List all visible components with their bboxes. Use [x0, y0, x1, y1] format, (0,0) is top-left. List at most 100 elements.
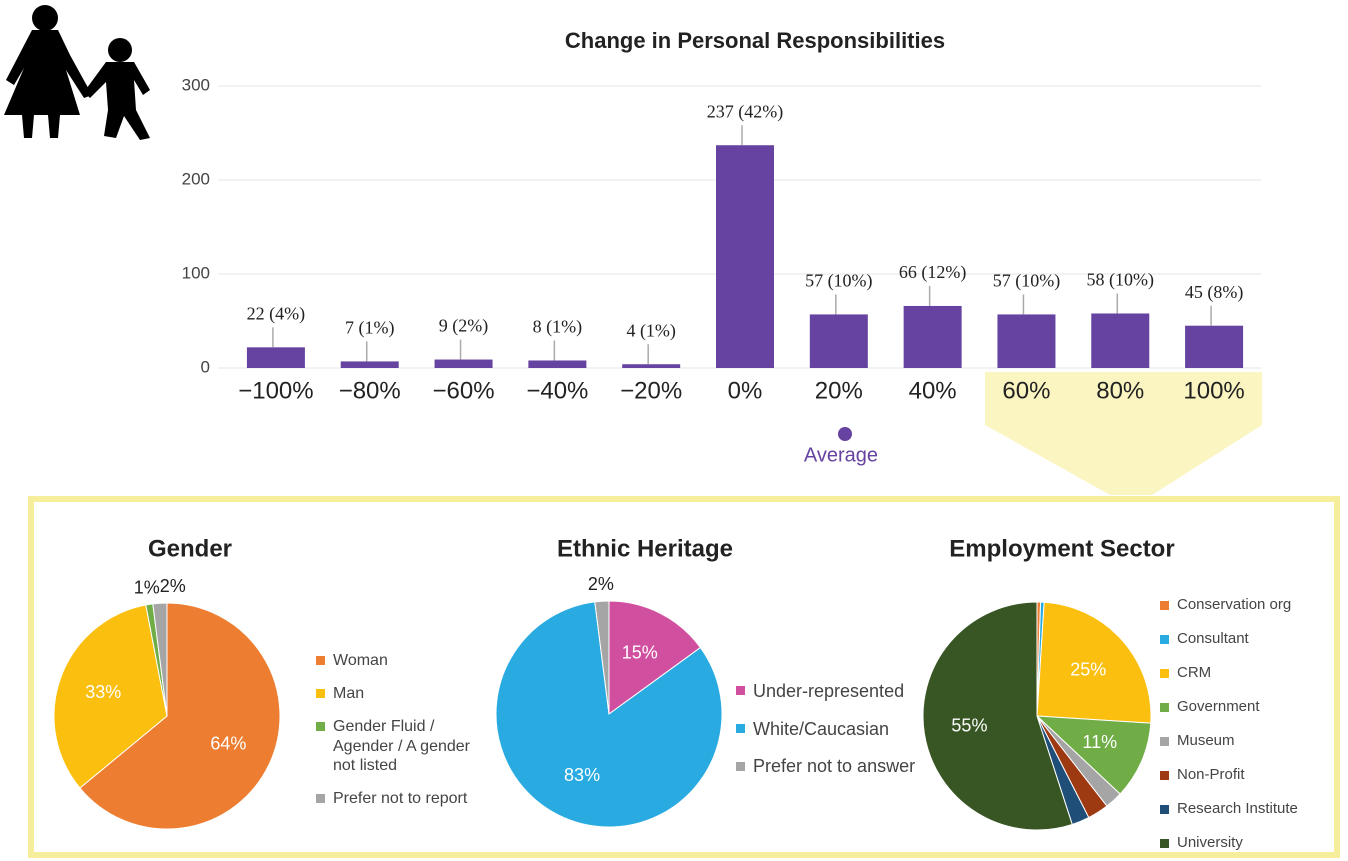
- value-label: 8 (1%): [533, 317, 582, 338]
- legend-item: Government: [1160, 698, 1340, 716]
- value-label: 4 (1%): [626, 320, 675, 341]
- pie-slice: [152, 602, 168, 717]
- pie-slice: [495, 601, 723, 828]
- legend-label: Gender Fluid / Agender / A gender not li…: [333, 718, 470, 774]
- bar: [528, 360, 587, 368]
- bar: [903, 305, 962, 368]
- value-label: 2%: [160, 576, 186, 596]
- legend-label: Government: [1177, 698, 1260, 715]
- x-tick-label: 0%: [728, 377, 763, 404]
- callout: [985, 372, 1262, 495]
- legend-item: Conservation org: [1160, 596, 1340, 614]
- x-tick-label: 100%: [1183, 377, 1244, 404]
- legend-item: Prefer not to report: [316, 789, 476, 808]
- bar: [340, 361, 399, 368]
- value-label: 2%: [588, 574, 614, 594]
- legend: Under-represented White/Caucasian Prefer n…: [736, 681, 926, 794]
- legend-item: Research Institute: [1160, 800, 1340, 818]
- legend-label: Museum: [1177, 732, 1235, 749]
- legend-label: Non-Profit: [1177, 766, 1245, 783]
- pie-slice: [53, 604, 168, 789]
- legend-item: Under-represented: [736, 681, 926, 703]
- legend-item: CRM: [1160, 664, 1340, 682]
- value-label: 7 (1%): [345, 318, 394, 339]
- legend-swatch: [736, 686, 745, 696]
- legend-label: Consultant: [1177, 630, 1249, 647]
- legend: Conservation org Consultant CRM Government M…: [1160, 596, 1340, 861]
- y-tick-label: 100: [182, 263, 210, 282]
- bar: [622, 364, 681, 368]
- bar: [1185, 325, 1244, 368]
- legend-swatch: [316, 793, 325, 803]
- value-label: 9 (2%): [439, 316, 488, 337]
- legend-item: Prefer not to answer: [736, 756, 926, 778]
- chart-title: Ethnic Heritage: [557, 535, 733, 562]
- legend-item: Museum: [1160, 732, 1340, 750]
- value-label: 25%: [1070, 660, 1106, 680]
- legend-label: Prefer not to report: [333, 789, 468, 807]
- value-label: 15%: [622, 642, 658, 662]
- bar: [716, 145, 774, 368]
- y-tick-label: 300: [182, 75, 210, 94]
- value-label: 55%: [951, 715, 987, 735]
- legend-swatch: [1160, 770, 1169, 780]
- average-marker: [838, 427, 852, 441]
- value-label: 57 (10%): [805, 271, 872, 292]
- legend-item: Woman: [316, 651, 476, 670]
- legend-swatch: [736, 761, 745, 771]
- children-icon: [4, 5, 150, 140]
- legend-item: Man: [316, 684, 476, 703]
- pie-slice: [608, 600, 702, 715]
- legend-swatch: [1160, 668, 1169, 678]
- pie-slice: [79, 602, 281, 830]
- x-tick-label: −100%: [238, 377, 313, 404]
- legend-label: Woman: [333, 652, 388, 669]
- legend-item: White/Caucasian: [736, 719, 926, 741]
- legend-label: University: [1177, 834, 1243, 851]
- legend-swatch: [1160, 804, 1169, 814]
- pie-slice: [1036, 601, 1152, 724]
- y-tick-label: 0: [201, 357, 210, 376]
- legend-item: Consultant: [1160, 630, 1340, 648]
- legend-swatch: [316, 655, 325, 665]
- bar: [809, 314, 868, 368]
- value-label: 66 (12%): [899, 262, 966, 283]
- bar: [997, 314, 1056, 368]
- legend-swatch: [316, 722, 325, 732]
- legend-item: University: [1160, 834, 1340, 852]
- chart-title: Change in Personal Responsibilities: [565, 28, 945, 53]
- value-label: 33%: [85, 682, 121, 702]
- value-label: 237 (42%): [707, 101, 783, 122]
- x-tick-label: −40%: [526, 377, 588, 404]
- legend-swatch: [1160, 736, 1169, 746]
- value-label: 1%: [134, 577, 160, 597]
- value-label: 58 (10%): [1087, 270, 1154, 291]
- x-tick-label: −60%: [433, 377, 495, 404]
- chart-title: Employment Sector: [949, 535, 1174, 562]
- legend-label: White/Caucasian: [753, 718, 890, 739]
- legend-label: Under-represented: [753, 681, 905, 701]
- x-tick-label: −20%: [620, 377, 682, 404]
- bar: [246, 347, 305, 368]
- x-tick-label: 60%: [1002, 377, 1050, 404]
- x-tick-label: 40%: [909, 377, 957, 404]
- bar: [434, 359, 493, 368]
- bar: [1091, 313, 1150, 368]
- legend-item: Gender Fluid / Agender / A gender not li…: [316, 717, 476, 775]
- legend-label: Research Institute: [1177, 800, 1298, 817]
- x-tick-label: 20%: [815, 377, 863, 404]
- legend-swatch: [1160, 600, 1169, 610]
- annotation: Average: [804, 444, 878, 466]
- legend-swatch: [1160, 702, 1169, 712]
- legend-label: CRM: [1177, 664, 1212, 681]
- pie-slice: [594, 600, 610, 715]
- pie-slice: [1035, 715, 1152, 795]
- value-label: 64%: [210, 734, 246, 754]
- legend-swatch: [1160, 634, 1169, 644]
- x-tick-label: 80%: [1096, 377, 1144, 404]
- value-label: 45 (8%): [1185, 282, 1243, 303]
- y-tick-label: 200: [182, 169, 210, 188]
- x-tick-label: −80%: [339, 377, 401, 404]
